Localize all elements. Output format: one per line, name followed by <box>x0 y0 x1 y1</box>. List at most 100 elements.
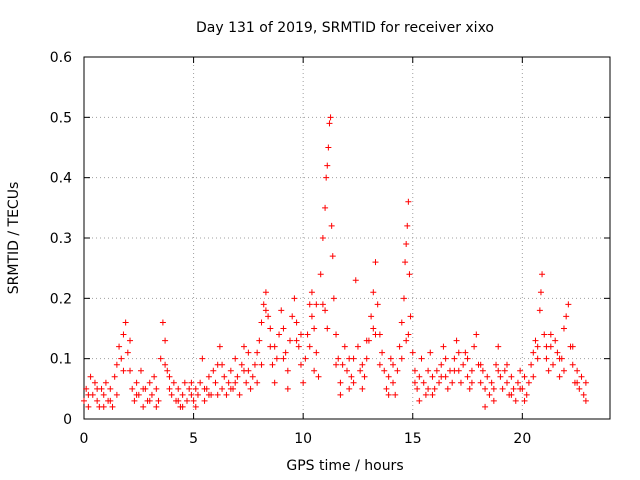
data-point <box>308 313 315 320</box>
data-point <box>232 379 239 386</box>
data-point <box>525 379 532 386</box>
plot-area-frame <box>83 56 611 420</box>
data-point <box>107 397 114 404</box>
data-point <box>552 337 559 344</box>
data-point <box>436 379 443 386</box>
data-point <box>131 397 138 404</box>
data-point <box>449 379 456 386</box>
data-point <box>293 337 300 344</box>
x-tick-label: 5 <box>189 431 198 447</box>
data-point <box>280 355 287 362</box>
data-point <box>240 343 247 350</box>
data-point <box>81 397 87 404</box>
data-point <box>379 349 386 356</box>
data-point <box>394 367 401 374</box>
data-point <box>236 391 243 398</box>
data-point <box>258 319 265 326</box>
data-point <box>402 259 409 266</box>
data-point <box>297 331 304 338</box>
data-point <box>327 114 334 121</box>
data-point <box>330 295 337 302</box>
data-point <box>503 379 510 386</box>
data-point <box>140 403 147 410</box>
data-point <box>297 361 304 368</box>
data-point <box>543 343 550 350</box>
data-point <box>205 373 212 380</box>
data-point <box>337 379 344 386</box>
data-point <box>479 367 486 374</box>
data-point <box>308 289 315 296</box>
data-point <box>578 373 585 380</box>
data-point <box>477 361 484 368</box>
data-point <box>406 271 413 278</box>
data-point <box>453 337 460 344</box>
data-point <box>269 361 276 368</box>
data-point <box>262 307 269 314</box>
data-point <box>545 367 552 374</box>
data-point <box>482 385 489 392</box>
data-point <box>350 379 357 386</box>
data-point <box>580 391 587 398</box>
data-point <box>284 367 291 374</box>
data-point <box>113 391 120 398</box>
data-point <box>238 361 245 368</box>
data-point <box>398 355 405 362</box>
data-point <box>471 343 478 350</box>
data-point <box>109 403 116 410</box>
data-point <box>329 253 336 260</box>
data-point <box>271 343 278 350</box>
data-point <box>190 397 197 404</box>
data-point <box>523 391 530 398</box>
data-point <box>133 391 140 398</box>
data-point <box>569 361 576 368</box>
data-point <box>146 397 153 404</box>
data-point <box>326 120 333 127</box>
data-point <box>300 379 307 386</box>
data-point <box>322 307 329 314</box>
data-point <box>245 349 252 356</box>
data-point <box>541 331 548 338</box>
data-point <box>325 144 332 151</box>
data-point <box>188 379 195 386</box>
data-point <box>363 355 370 362</box>
data-point <box>484 373 491 380</box>
data-point <box>442 355 449 362</box>
data-point <box>151 373 158 380</box>
data-point <box>111 373 118 380</box>
data-point <box>164 367 171 374</box>
data-point <box>400 295 407 302</box>
y-tick-label: 0 <box>63 412 72 428</box>
data-point <box>438 373 445 380</box>
data-point <box>517 385 524 392</box>
data-point <box>118 355 125 362</box>
x-tick-label: 15 <box>404 431 422 447</box>
data-point <box>291 295 298 302</box>
data-point <box>116 343 123 350</box>
data-point <box>534 343 541 350</box>
data-point <box>514 379 521 386</box>
y-tick-label: 0.5 <box>50 110 72 126</box>
chart-title: Day 131 of 2019, SRMTID for receiver xix… <box>196 20 494 36</box>
data-point <box>319 235 326 241</box>
data-point <box>387 355 394 362</box>
data-point <box>359 385 366 392</box>
y-tick-label: 0.2 <box>50 291 72 307</box>
data-point <box>339 361 346 368</box>
data-point <box>530 349 537 356</box>
data-point <box>429 391 436 398</box>
data-point <box>508 373 515 380</box>
data-point <box>370 289 377 296</box>
data-point <box>199 355 206 362</box>
data-point <box>184 397 191 404</box>
data-point <box>495 367 502 374</box>
data-point <box>418 355 425 362</box>
data-point <box>91 379 98 386</box>
data-point <box>319 301 326 308</box>
data-point <box>512 397 519 404</box>
data-point <box>186 385 193 392</box>
data-point <box>346 385 353 392</box>
data-point <box>223 391 230 398</box>
data-point <box>444 385 451 392</box>
data-point <box>324 162 331 169</box>
